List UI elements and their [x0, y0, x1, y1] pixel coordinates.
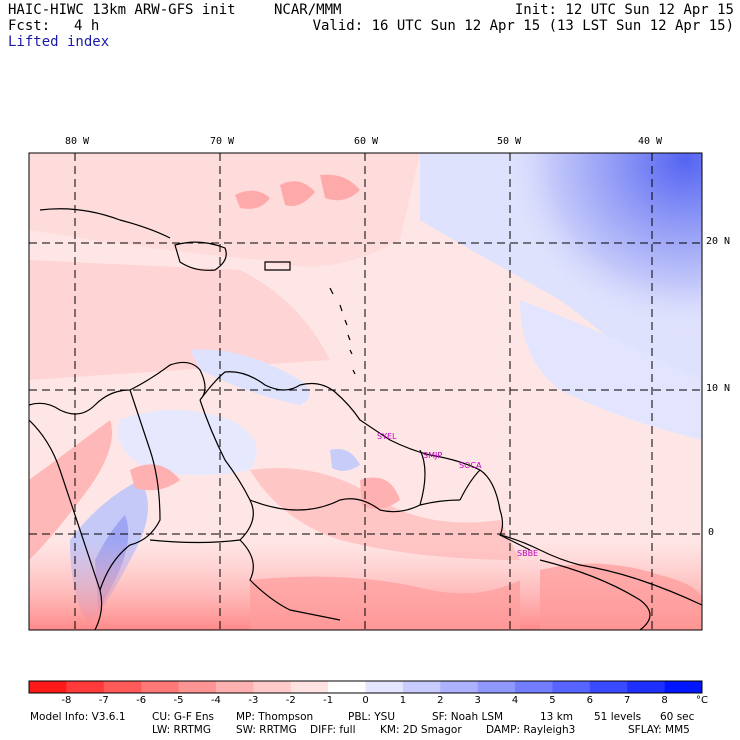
colorbar-label: 2	[437, 695, 444, 706]
lat-lon-grid	[29, 153, 702, 630]
colorbar-swatch	[440, 681, 479, 693]
colorbar-unit: °C	[696, 695, 708, 706]
station-syel: SYEL	[377, 432, 397, 441]
colorbar-label: -1	[323, 695, 334, 706]
lon-label-70w: 70 W	[210, 136, 235, 147]
valid-time: Valid: 16 UTC Sun 12 Apr 15 (13 LST Sun …	[312, 18, 734, 34]
colorbar-swatch	[627, 681, 666, 693]
colorbar-label: -7	[98, 695, 109, 706]
footer-model-info: Model Info: V3.6.1	[30, 711, 126, 723]
colorbar-swatch	[664, 681, 703, 693]
colorbar-swatch	[552, 681, 591, 693]
lat-label-0: 0	[708, 527, 715, 538]
colorbar-label: 6	[586, 695, 594, 706]
colorbar-swatch	[178, 681, 217, 693]
fcst-value: 4 h	[74, 18, 100, 34]
colorbar-swatch	[402, 681, 441, 693]
footer-diff: DIFF: full	[310, 724, 356, 736]
center-label: NCAR/MMM	[274, 2, 342, 18]
colorbar-swatch	[515, 681, 553, 693]
colorbar-label: 8	[661, 695, 668, 706]
colorbar-label: -8	[61, 695, 72, 706]
colorbar-label: -6	[136, 695, 147, 706]
lon-label-40w: 40 W	[638, 136, 663, 147]
station-sbbe: SBBE	[517, 549, 539, 558]
colorbar-label: 5	[549, 695, 556, 706]
footer-dt: 60 sec	[660, 711, 695, 723]
colorbar-frame	[28, 680, 703, 694]
footer-sw: SW: RRTMG	[236, 724, 297, 736]
footer-levels: 51 levels	[594, 711, 642, 723]
model-title: HAIC-HIWC 13km ARW-GFS init	[8, 2, 236, 18]
lon-label-50w: 50 W	[497, 136, 522, 147]
colorbar-swatch	[477, 681, 516, 693]
colorbar-label: -2	[285, 695, 296, 706]
colorbar-swatch	[365, 681, 404, 693]
footer-res: 13 km	[540, 711, 574, 723]
colorbar-swatch	[141, 681, 180, 693]
colorbar-swatch	[103, 681, 142, 693]
colorbar-swatch	[66, 681, 105, 693]
lon-label-80w: 80 W	[65, 136, 90, 147]
footer-km: KM: 2D Smagor	[380, 724, 462, 736]
colorbar-label: 0	[362, 695, 369, 706]
lat-label-10n: 10 N	[706, 383, 731, 394]
colorbar-label: -3	[248, 695, 259, 706]
footer-pbl: PBL: YSU	[348, 711, 396, 723]
footer-sf: SF: Noah LSM	[432, 711, 504, 723]
colorbar-swatch	[29, 681, 67, 693]
colorbar-swatches	[28, 680, 703, 694]
footer-sflay: SFLAY: MM5	[628, 724, 690, 736]
map-frame	[28, 152, 703, 631]
colorbar-label: -4	[210, 695, 221, 706]
lat-label-20n: 20 N	[706, 236, 731, 247]
colorbar-swatch	[215, 681, 254, 693]
colorbar-swatch	[253, 681, 292, 693]
colorbar-swatch	[290, 681, 329, 693]
footer-damp: DAMP: Rayleigh3	[486, 724, 576, 736]
colorbar-label: 4	[511, 695, 519, 706]
colorbar-label: 1	[399, 695, 407, 706]
lon-label-60w: 60 W	[354, 136, 379, 147]
colorbar-label: 3	[474, 695, 481, 706]
colorbar-label: -5	[173, 695, 184, 706]
footer-cu: CU: G-F Ens	[152, 711, 214, 723]
field-name: Lifted index	[8, 34, 110, 50]
colorbar-swatch	[328, 681, 366, 693]
colorbar-swatch	[589, 681, 628, 693]
fcst-label: Fcst:	[8, 18, 51, 34]
station-smjp: SMJP	[423, 451, 443, 460]
station-soca: SOCA	[459, 461, 482, 470]
footer-mp: MP: Thompson	[236, 711, 314, 723]
footer-lw: LW: RRTMG	[152, 724, 211, 736]
init-time: Init: 12 UTC Sun 12 Apr 15	[514, 2, 734, 18]
colorbar-label: 7	[624, 695, 631, 706]
